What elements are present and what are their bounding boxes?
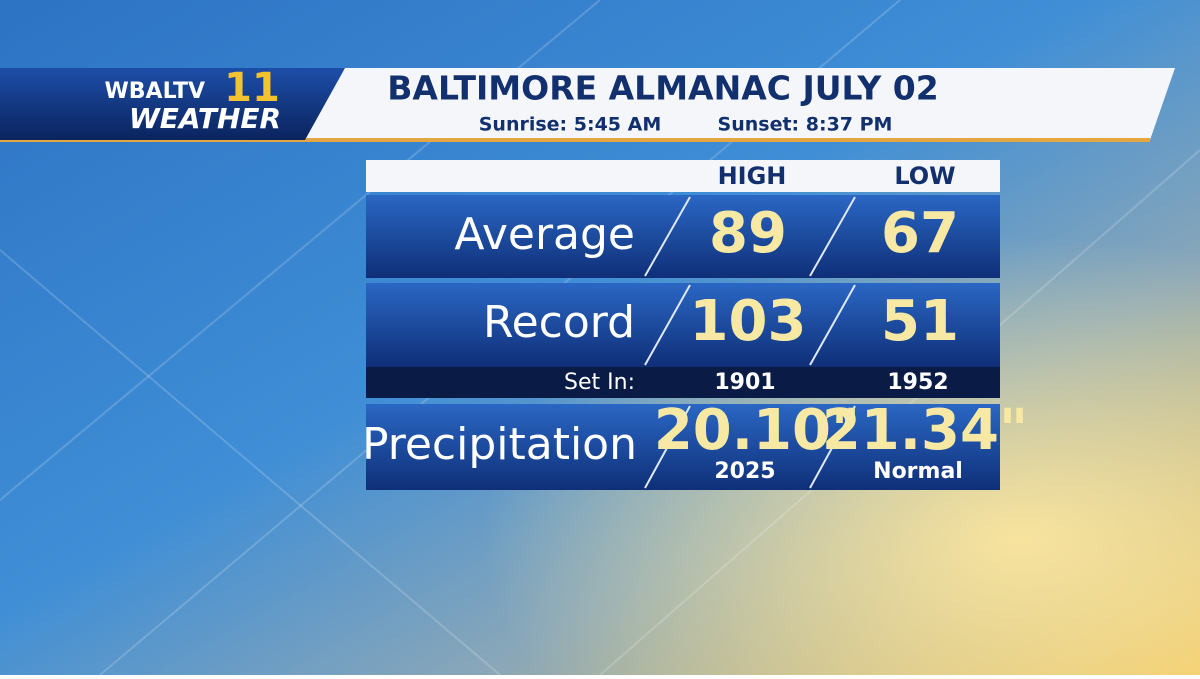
banner-rule: [0, 138, 1150, 142]
precip-note: 2025: [714, 459, 775, 484]
sunset: Sunset: 8:37 PM: [718, 114, 893, 136]
record-low: 51: [881, 289, 959, 354]
record-low-year: 1952: [887, 370, 948, 395]
logo-panel: [0, 68, 345, 140]
row-label: Set In:: [564, 370, 635, 395]
precip-normal: 21.34": [822, 398, 1028, 463]
column-header: LOW: [894, 162, 955, 190]
title: BALTIMORE ALMANAC JULY 02: [387, 69, 938, 108]
row-label: Precipitation: [362, 419, 637, 470]
precip-value: 20.10": [654, 398, 860, 463]
average-low: 67: [881, 201, 959, 266]
sunrise: Sunrise: 5:45 AM: [479, 114, 662, 136]
row-label: Record: [483, 297, 635, 348]
column-header-row: [366, 160, 1000, 192]
logo-station: WBALTV: [105, 79, 205, 104]
row-label: Average: [454, 209, 635, 260]
precip-note: Normal: [873, 459, 963, 484]
record-high: 103: [690, 289, 807, 354]
logo-channel: 11: [224, 65, 280, 111]
record-high-year: 1901: [714, 370, 775, 395]
column-header: HIGH: [718, 162, 787, 190]
dividers: [644, 196, 856, 489]
average-high: 89: [709, 201, 787, 266]
row-set-in: [366, 367, 1000, 398]
logo-brand: WEATHER: [129, 102, 281, 135]
